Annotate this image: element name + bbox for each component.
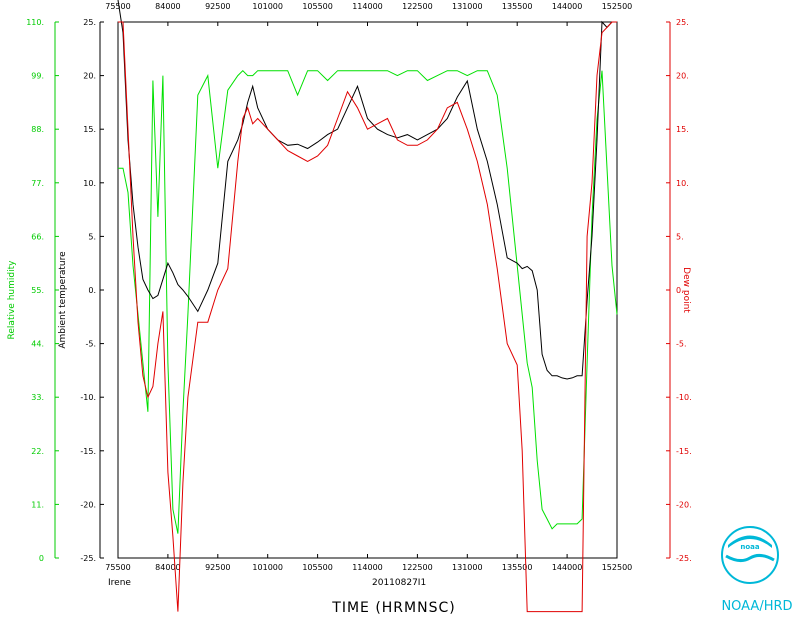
y-label-humidity: Relative humidity <box>7 260 17 340</box>
series-line-relative-humidity <box>118 69 618 534</box>
y-tick-label: 15. <box>83 125 96 134</box>
y-label-dewpoint: Dew point <box>681 267 691 313</box>
y-tick-label: -15. <box>80 447 96 456</box>
y-tick-label: 0. <box>676 286 684 295</box>
x-ticks-bottom: 75500 84000 92500 101000 105500 114000 122500 1… <box>105 554 632 572</box>
x-tick-label-bottom: 84000 <box>155 563 180 572</box>
flight-id: 20110827I1 <box>372 578 426 588</box>
y-tick-label: 5. <box>88 232 96 241</box>
y-tick-label: 0 <box>39 554 44 563</box>
y-tick-label: 88. <box>31 125 44 134</box>
series-line-dew-point <box>118 21 617 613</box>
x-tick-label-top: 101000 <box>252 2 283 11</box>
y-ticks-humidity: 110. 99. 88. 77. 66. 55. 44. 33. 22. 11. 0 <box>26 18 59 563</box>
y-tick-label: -5. <box>85 340 96 349</box>
noaa-logo: noaa <box>721 526 779 584</box>
x-tick-label-top: 131000 <box>452 2 483 11</box>
y-tick-label: 77. <box>31 179 44 188</box>
y-tick-label: 25. <box>83 18 96 27</box>
x-tick-label-bottom: 101000 <box>252 563 283 572</box>
y-tick-label: -10. <box>676 393 692 402</box>
x-tick-label-bottom: 135500 <box>502 563 533 572</box>
y-tick-label: 55. <box>31 286 44 295</box>
x-tick-label-top: 122500 <box>402 2 433 11</box>
x-tick-label-bottom: 144000 <box>552 563 583 572</box>
x-tick-label-bottom: 122500 <box>402 563 433 572</box>
x-tick-label-top: 105500 <box>302 2 333 11</box>
y-label-temperature: Ambient temperature <box>58 251 68 349</box>
y-tick-label: 20. <box>676 72 689 81</box>
y-tick-label: 66. <box>31 232 44 241</box>
y-tick-label: 99. <box>31 72 44 81</box>
y-tick-label: 44. <box>31 340 44 349</box>
x-ticks-top: 75500 84000 92500 101000 105500 114000 122500 1… <box>105 2 632 26</box>
y-tick-label: 15. <box>676 125 689 134</box>
y-tick-label: 22. <box>31 447 44 456</box>
y-tick-label: -20. <box>80 500 96 509</box>
storm-name: Irene <box>108 578 131 588</box>
y-tick-label: 0. <box>88 286 96 295</box>
y-ticks-temperature: 25. 20. 15. 10. 5. 0. -5. -10. -15. -20. -25. <box>80 18 104 563</box>
series-line-ambient-temperature <box>117 0 617 380</box>
x-tick-label-bottom: 152500 <box>602 563 633 572</box>
y-tick-label: 33. <box>31 393 44 402</box>
plot-frame <box>117 21 618 559</box>
x-axis-label: TIME (HRMNSC) <box>331 600 455 616</box>
y-tick-label: -25. <box>80 554 96 563</box>
y-tick-label: 10. <box>83 179 96 188</box>
data-series <box>117 0 618 613</box>
x-tick-label-bottom: 131000 <box>452 563 483 572</box>
x-tick-label-top: 135500 <box>502 2 533 11</box>
y-tick-label: 5. <box>676 232 684 241</box>
x-tick-label-top: 144000 <box>552 2 583 11</box>
y-tick-label: -25. <box>676 554 692 563</box>
y-tick-label: 11. <box>31 500 44 509</box>
x-tick-label-bottom: 105500 <box>302 563 333 572</box>
x-tick-label-top: 114000 <box>352 2 383 11</box>
y-ticks-dewpoint: 25. 20. 15. 10. 5. 0. -5. -10. -15. -20. -25. <box>666 18 692 563</box>
y-tick-label: -15. <box>676 447 692 456</box>
y-tick-label: 20. <box>83 72 96 81</box>
y-tick-label: -5. <box>676 340 687 349</box>
x-tick-label-top: 92500 <box>205 2 230 11</box>
x-tick-label-top: 75500 <box>105 2 130 11</box>
y-tick-label: -20. <box>676 500 692 509</box>
logo-lettering: noaa <box>740 543 760 551</box>
y-tick-label: 10. <box>676 179 689 188</box>
x-tick-label-bottom: 114000 <box>352 563 383 572</box>
org-name: NOAA/HRD <box>721 599 792 614</box>
y-tick-label: 25. <box>676 18 689 27</box>
y-tick-label: 110. <box>26 18 44 27</box>
x-tick-label-bottom: 75500 <box>105 563 130 572</box>
y-tick-label: -10. <box>80 393 96 402</box>
x-tick-label-top: 152500 <box>602 2 633 11</box>
x-tick-label-top: 84000 <box>155 2 180 11</box>
x-tick-label-bottom: 92500 <box>205 563 230 572</box>
